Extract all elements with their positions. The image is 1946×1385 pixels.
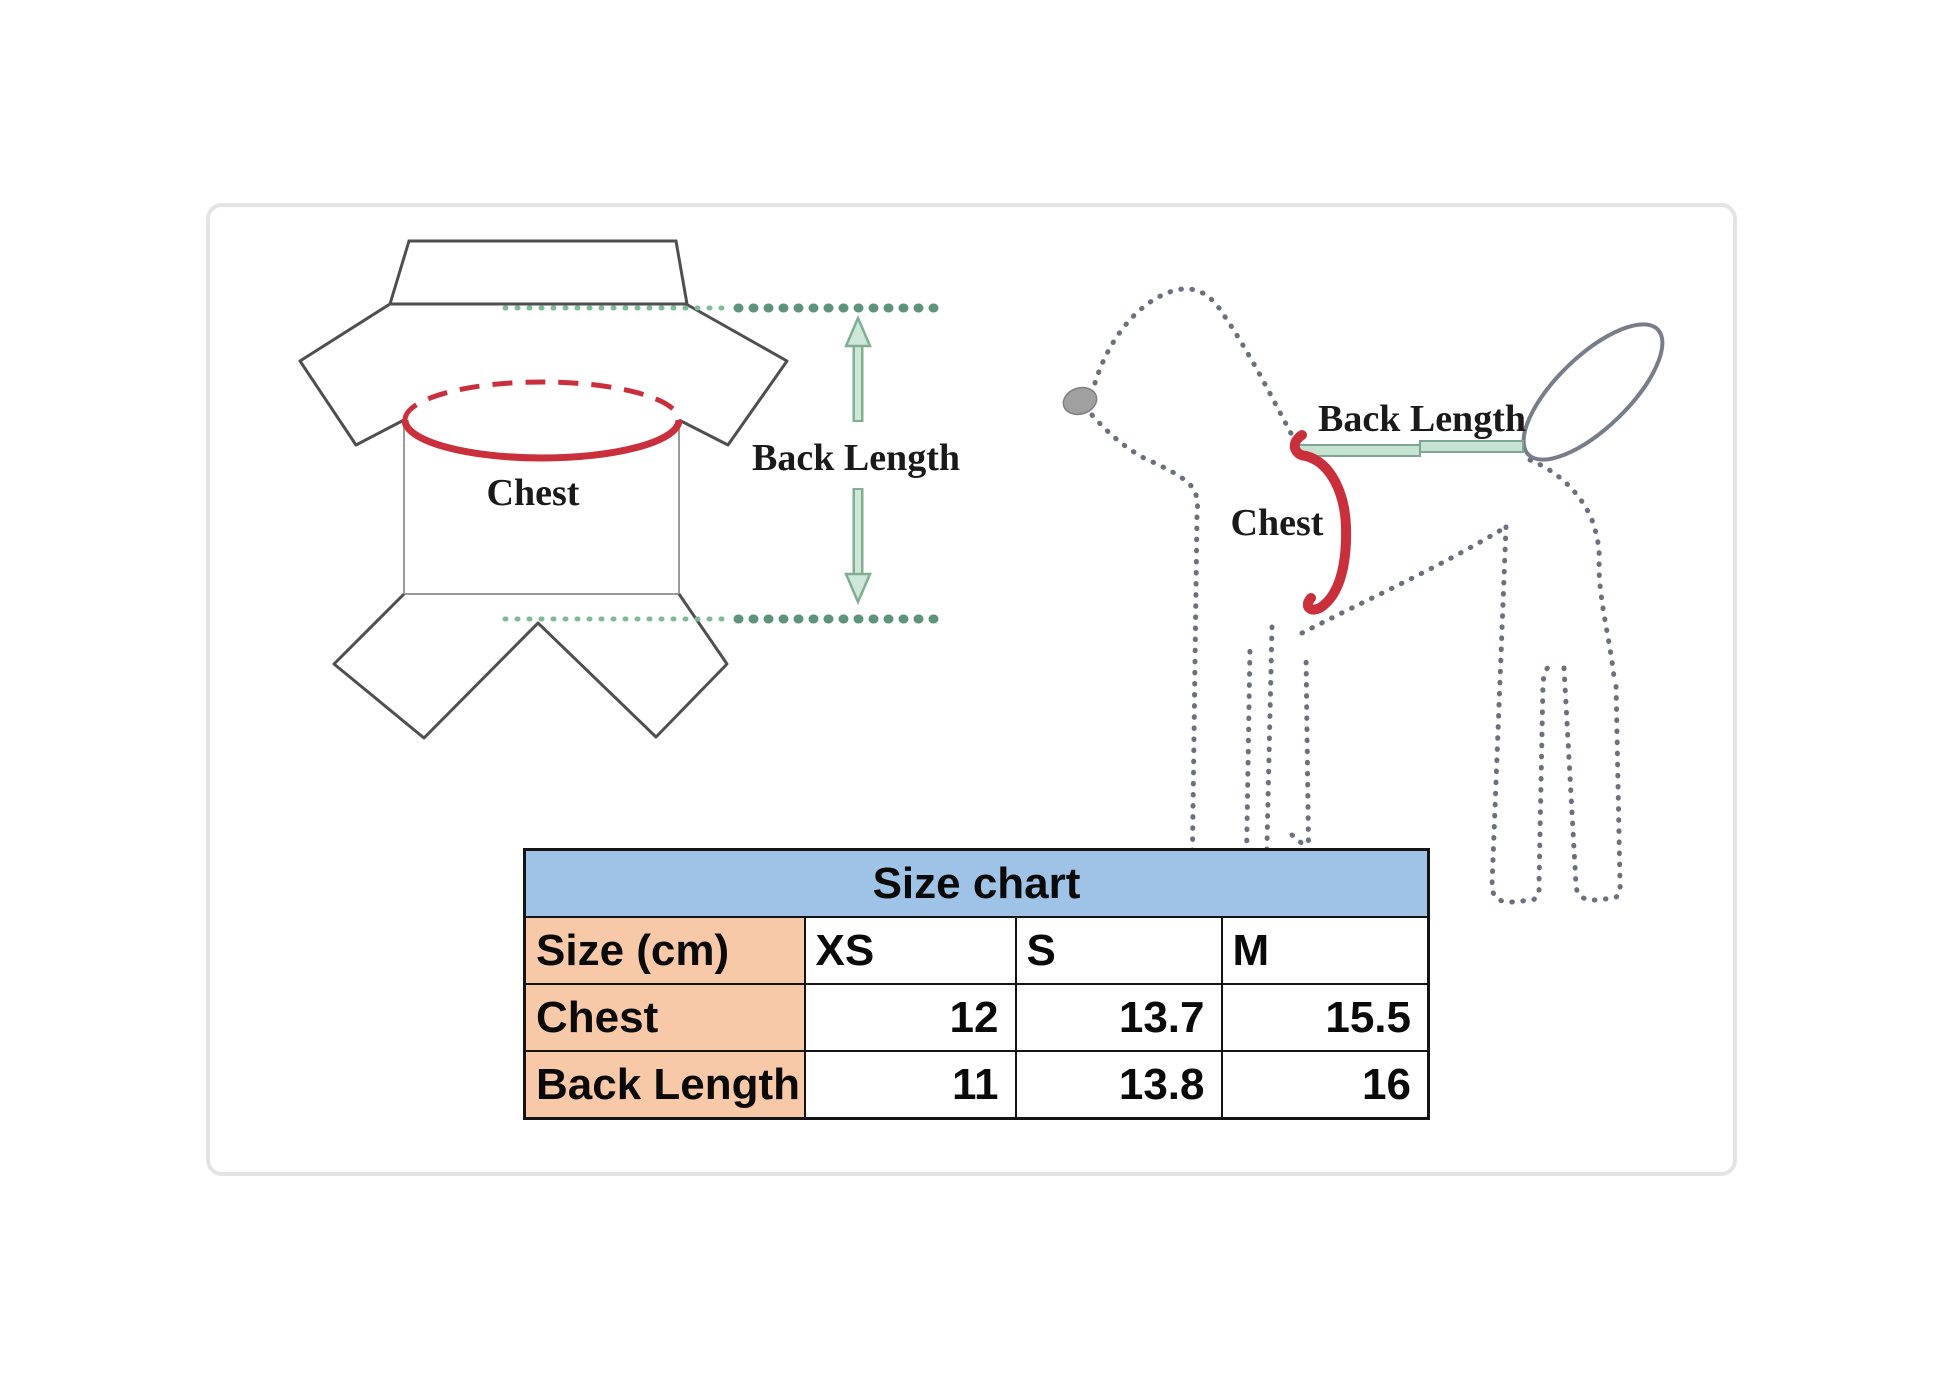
table-header-row: Size (cm) XS S M <box>523 916 1430 985</box>
dog-chest-label: Chest <box>1231 502 1324 544</box>
garment-body-panel <box>403 420 680 595</box>
dog-outline <box>1089 286 1623 906</box>
chest-girth-ellipse-top <box>402 379 682 421</box>
table-title: Size chart <box>523 848 1430 918</box>
garment-right-sleeve <box>678 302 789 447</box>
table-title-row: Size chart <box>523 848 1430 918</box>
table-row-chest: Chest 12 13.7 15.5 <box>523 983 1430 1052</box>
dog-tail <box>1521 322 1665 462</box>
column-header-s: S <box>1014 916 1223 985</box>
garment-legs <box>332 592 729 740</box>
dog-nose-icon <box>1062 386 1098 416</box>
cell-back-length-m: 16 <box>1220 1050 1430 1120</box>
garment-diagram: Chest Back Length <box>298 239 960 740</box>
garment-left-sleeve <box>298 302 405 447</box>
cell-back-length-xs: 11 <box>803 1050 1017 1120</box>
dog-back-length-label: Back Length <box>1318 398 1526 440</box>
row-label-back-length: Back Length <box>523 1050 806 1120</box>
column-header-m: M <box>1220 916 1430 985</box>
garment-chest-label: Chest <box>487 472 580 514</box>
cell-chest-s: 13.7 <box>1014 983 1223 1052</box>
back-length-arrow-down-icon <box>844 488 872 606</box>
chest-girth-ellipse-bottom <box>401 419 683 462</box>
dog-chest-curve <box>1289 430 1352 615</box>
size-chart-table: Size chart Size (cm) XS S M Chest 12 13.… <box>523 848 1430 1120</box>
garment-collar <box>387 239 689 306</box>
back-length-arrow-up-icon <box>844 314 872 422</box>
table-row-back-length: Back Length 11 13.8 16 <box>523 1050 1430 1120</box>
column-header-size: Size (cm) <box>523 916 806 985</box>
row-label-chest: Chest <box>523 983 806 1052</box>
cell-chest-m: 15.5 <box>1220 983 1430 1052</box>
cell-chest-xs: 12 <box>803 983 1017 1052</box>
column-header-xs: XS <box>803 916 1017 985</box>
garment-back-length-label: Back Length <box>752 437 960 479</box>
back-length-bar <box>1295 440 1524 457</box>
dog-diagram: Back Length Chest <box>1062 286 1665 906</box>
cell-back-length-s: 13.8 <box>1014 1050 1223 1120</box>
